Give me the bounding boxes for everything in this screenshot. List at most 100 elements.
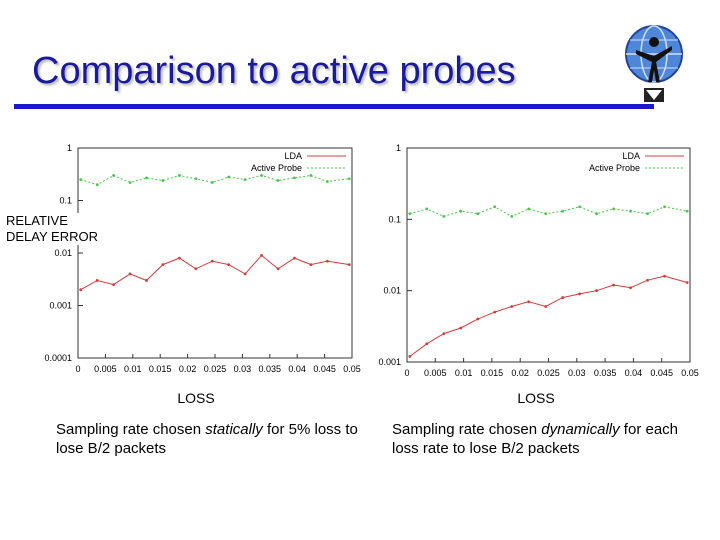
right-x-tick-label: 0.025	[537, 368, 560, 378]
left-point-active-probe	[177, 174, 181, 177]
left-point-lda	[128, 272, 132, 276]
left-x-tick-label: 0.045	[313, 364, 336, 374]
left-point-active-probe	[260, 174, 263, 177]
left-x-tick-label: 0.04	[288, 364, 306, 374]
right-point-active-probe	[561, 209, 565, 213]
right-x-tick-label: 0.02	[511, 368, 529, 378]
left-x-tick-label: 0.035	[259, 364, 282, 374]
left-point-lda	[347, 263, 351, 267]
right-point-lda	[527, 300, 531, 304]
left-point-lda	[309, 263, 313, 267]
right-x-tick-label: 0.015	[481, 368, 504, 378]
left-y-tick-label: 0.1	[59, 196, 72, 206]
right-point-active-probe	[578, 205, 582, 209]
left-point-active-probe	[309, 174, 313, 177]
right-point-lda	[685, 281, 689, 284]
left-point-lda	[194, 267, 198, 271]
right-point-active-probe	[646, 212, 649, 216]
right-caption-before: Sampling rate chosen	[392, 421, 542, 438]
left-x-tick-label: 0.02	[179, 364, 197, 374]
right-point-active-probe	[685, 209, 689, 213]
left-x-tick-label: 0.025	[204, 364, 227, 374]
right-x-tick-label: 0.03	[568, 368, 586, 378]
left-y-tick-label: 0.0001	[44, 353, 72, 363]
right-y-tick-label: 1	[396, 143, 401, 153]
right-legend-label: Active Probe	[589, 163, 640, 173]
left-x-tick-label: 0.01	[124, 364, 142, 374]
right-point-lda	[663, 274, 666, 278]
right-point-lda	[408, 354, 412, 358]
left-point-lda	[95, 279, 99, 282]
left-series-lda-line	[80, 254, 350, 291]
left-x-tick-label: 0.05	[343, 364, 361, 374]
right-point-lda	[629, 286, 632, 290]
right-point-active-probe	[663, 205, 666, 209]
right-series-active-probe-line	[409, 206, 688, 217]
left-point-lda	[227, 263, 231, 267]
left-point-active-probe	[276, 179, 280, 182]
left-point-active-probe	[227, 175, 231, 179]
globe-person-logo-icon	[625, 25, 683, 102]
title-underline	[14, 104, 654, 109]
left-point-active-probe	[79, 178, 83, 182]
right-x-tick-label: 0.045	[650, 368, 673, 378]
left-y-tick-label: 1	[67, 143, 72, 153]
right-point-lda	[442, 332, 446, 336]
right-point-lda	[578, 292, 582, 296]
left-y-tick-label: 0.01	[54, 248, 72, 258]
slide-title: Comparison to active probes	[32, 50, 516, 92]
left-point-lda	[210, 259, 214, 263]
left-point-lda	[293, 256, 296, 260]
right-point-lda	[459, 326, 463, 330]
left-point-active-probe	[112, 174, 116, 177]
left-plot-frame	[77, 147, 353, 359]
right-x-tick-label: 0.04	[625, 368, 643, 378]
left-caption-after: for 5% loss to lose B/2 packets	[56, 421, 358, 457]
left-legend-label: LDA	[284, 151, 302, 161]
left-point-active-probe	[95, 183, 99, 187]
left-point-lda	[112, 283, 116, 287]
right-point-active-probe	[493, 205, 497, 209]
right-point-lda	[561, 296, 565, 299]
right-point-active-probe	[425, 207, 429, 211]
left-point-lda	[79, 288, 83, 292]
left-point-active-probe	[145, 176, 148, 180]
right-x-tick-label: 0	[404, 368, 409, 378]
left-point-lda	[145, 279, 148, 282]
right-series-lda-line	[409, 275, 688, 357]
left-y-tick-label: 0.001	[49, 301, 72, 311]
left-point-lda	[161, 263, 165, 267]
right-caption-after: for each loss rate to lose B/2 packets	[392, 421, 679, 457]
right-plot-frame	[406, 147, 691, 363]
left-point-lda	[325, 259, 329, 263]
left-point-lda	[260, 254, 263, 257]
right-point-active-probe	[595, 212, 599, 216]
right-x-tick-label: 0.05	[681, 368, 699, 378]
right-y-tick-label: 0.1	[388, 214, 401, 224]
y-side-label-line2: DELAY ERROR	[6, 229, 98, 244]
left-point-active-probe	[161, 179, 165, 182]
right-point-active-probe	[629, 209, 632, 213]
left-point-active-probe	[347, 177, 351, 181]
right-point-lda	[510, 305, 514, 308]
right-y-tick-label: 0.01	[383, 286, 401, 296]
right-point-lda	[595, 289, 599, 293]
right-point-active-probe	[459, 209, 463, 213]
right-x-tick-label: 0.035	[594, 368, 617, 378]
right-caption-emphasis: dynamically	[541, 421, 620, 438]
left-x-tick-label: 0	[75, 364, 80, 374]
left-point-active-probe	[325, 180, 329, 183]
left-point-active-probe	[243, 178, 247, 182]
right-point-lda	[493, 310, 497, 314]
y-axis-side-label: RELATIVE DELAY ERROR	[6, 213, 118, 245]
left-point-active-probe	[210, 181, 214, 184]
left-x-tick-label: 0.005	[94, 364, 117, 374]
left-caption-before: Sampling rate chosen	[56, 421, 206, 438]
right-point-active-probe	[476, 212, 480, 216]
right-point-lda	[646, 278, 649, 282]
right-point-active-probe	[408, 212, 412, 216]
right-y-tick-label: 0.001	[378, 357, 401, 367]
right-point-lda	[425, 342, 429, 346]
